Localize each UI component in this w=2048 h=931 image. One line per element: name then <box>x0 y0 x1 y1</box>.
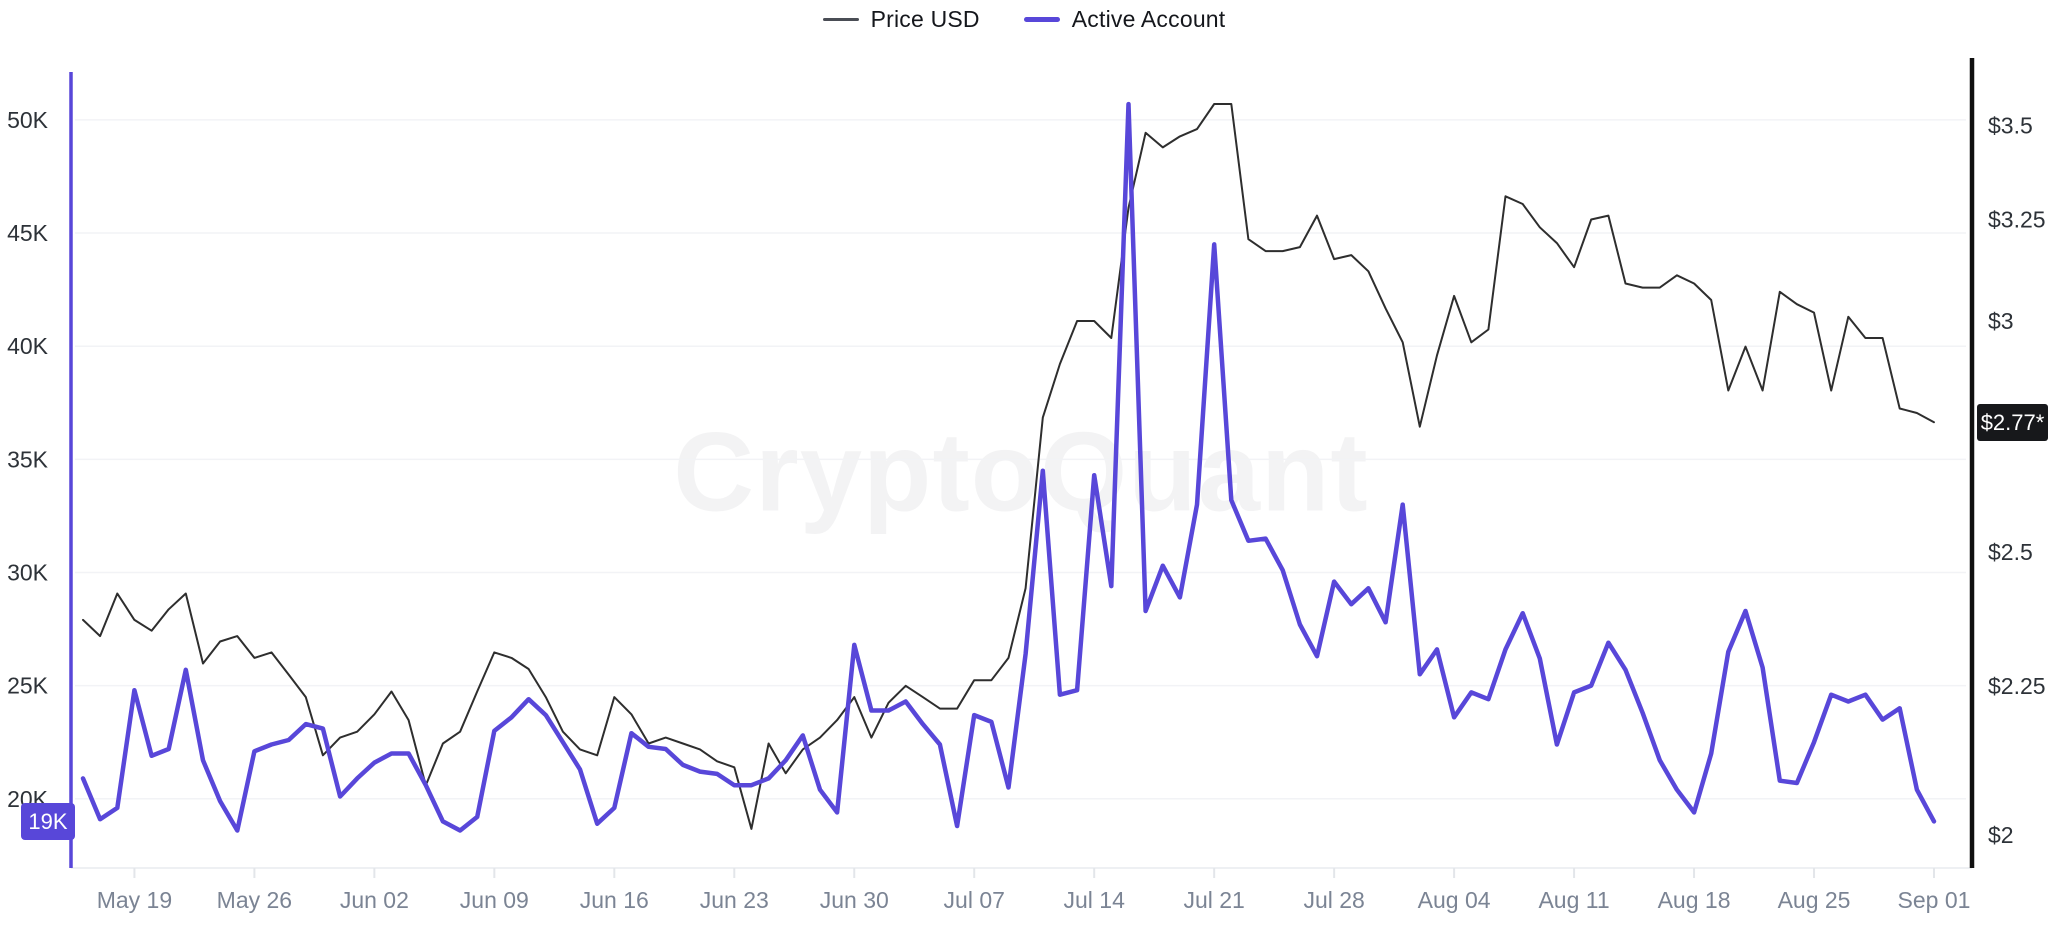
left-axis-label: 40K <box>7 333 49 359</box>
chart-legend: Price USD Active Account <box>0 2 2048 36</box>
legend-item-active-account[interactable]: Active Account <box>1023 5 1226 33</box>
left-axis-label: 25K <box>7 673 49 699</box>
x-tick-label: Jun 09 <box>460 887 529 913</box>
active-account-line[interactable] <box>80 101 1937 833</box>
x-tick-label: Jun 23 <box>700 887 769 913</box>
price-usd-line[interactable] <box>82 103 1935 830</box>
right-axis-label: $2.25 <box>1988 673 2046 699</box>
price-current-badge: $2.77* <box>1977 404 2048 441</box>
right-axis-label: $3 <box>1988 308 2014 334</box>
x-tick-label: Aug 18 <box>1658 887 1731 913</box>
x-tick-label: Aug 25 <box>1778 887 1851 913</box>
x-tick-label: Jul 14 <box>1064 887 1126 913</box>
x-tick-label: Aug 11 <box>1538 887 1609 913</box>
x-tick-label: May 26 <box>217 887 292 913</box>
active-account-current-badge: 19K <box>21 803 75 840</box>
left-axis-label: 30K <box>7 560 49 586</box>
right-axis-label: $2.5 <box>1988 539 2033 565</box>
left-axis-label: 35K <box>7 446 49 472</box>
x-tick-label: Jun 16 <box>580 887 649 913</box>
left-axis-label: 45K <box>7 220 49 246</box>
legend-active-label: Active Account <box>1071 5 1226 32</box>
legend-item-price[interactable]: Price USD <box>822 5 980 33</box>
right-axis-label: $3.5 <box>1988 113 2033 139</box>
right-axis-label: $3.25 <box>1988 206 2046 232</box>
x-tick-label: Jul 28 <box>1303 887 1364 913</box>
legend-price-label: Price USD <box>870 5 980 32</box>
x-tick-label: Jun 30 <box>820 887 889 913</box>
x-tick-label: Jul 07 <box>944 887 1005 913</box>
x-tick-label: Jun 02 <box>340 887 409 913</box>
cryptoquant-watermark: CryptoQuant <box>673 409 1369 535</box>
price-line-swatch-icon <box>822 17 859 21</box>
x-tick-label: Jul 21 <box>1183 887 1244 913</box>
left-axis-label: 50K <box>7 107 49 133</box>
right-axis-label: $2 <box>1988 822 2014 848</box>
active-line-swatch-icon <box>1023 16 1060 22</box>
x-tick-label: May 19 <box>97 887 172 913</box>
x-tick-label: Aug 04 <box>1418 887 1491 913</box>
x-tick-label: Sep 01 <box>1898 887 1971 913</box>
